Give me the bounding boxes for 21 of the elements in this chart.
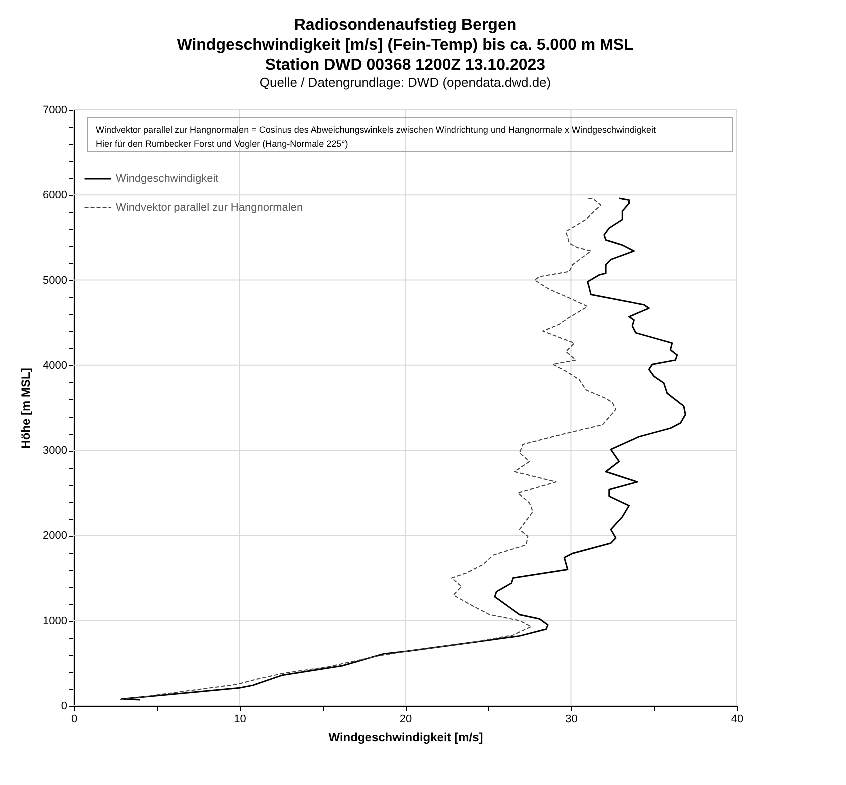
- y-tick-label: 2000: [43, 530, 68, 542]
- chart-title: Radiosondenaufstieg Bergen Windgeschwindigkeit [m/s] (Fein-Temp) bis ca. 5.000 m MSL Station DWD 00368 1200Z 13.10.2023: [177, 17, 634, 74]
- y-tick-label: 4000: [43, 360, 68, 372]
- y-axis-title: Höhe [m MSL]: [19, 368, 34, 449]
- legend-label: Windvektor parallel zur Hangnormalen: [116, 202, 304, 214]
- y-tick-label: 1000: [43, 615, 68, 628]
- legend-label: Windgeschwindigkeit: [116, 173, 219, 185]
- annotation: Hier für den Rumbecker Forst und Vogler (Hang-Normale 225°): [96, 139, 348, 149]
- x-tick-label: 40: [731, 714, 744, 726]
- y-tick-label: 3000: [43, 445, 68, 458]
- chart-subtitle: Quelle / Datengrundlage: DWD (opendata.dwd.de): [260, 75, 552, 90]
- x-tick-label: 20: [400, 714, 412, 726]
- y-tick-label: 6000: [43, 190, 68, 202]
- x-tick-label: 10: [234, 714, 246, 726]
- x-tick-label: 30: [566, 714, 578, 726]
- y-tick-label: 5000: [43, 274, 68, 287]
- y-tick-label: 7000: [43, 104, 68, 116]
- x-tick-label: 0: [71, 714, 78, 726]
- annotation: Windvektor parallel zur Hangnormalen = Cosinus des Abweichungswinkels zwischen Windrichtung und Hangnormale x Windgeschwindigkeit: [96, 125, 657, 135]
- x-axis-title: Windgeschwindigkeit [m/s]: [328, 730, 484, 744]
- y-tick-label: 0: [61, 700, 68, 712]
